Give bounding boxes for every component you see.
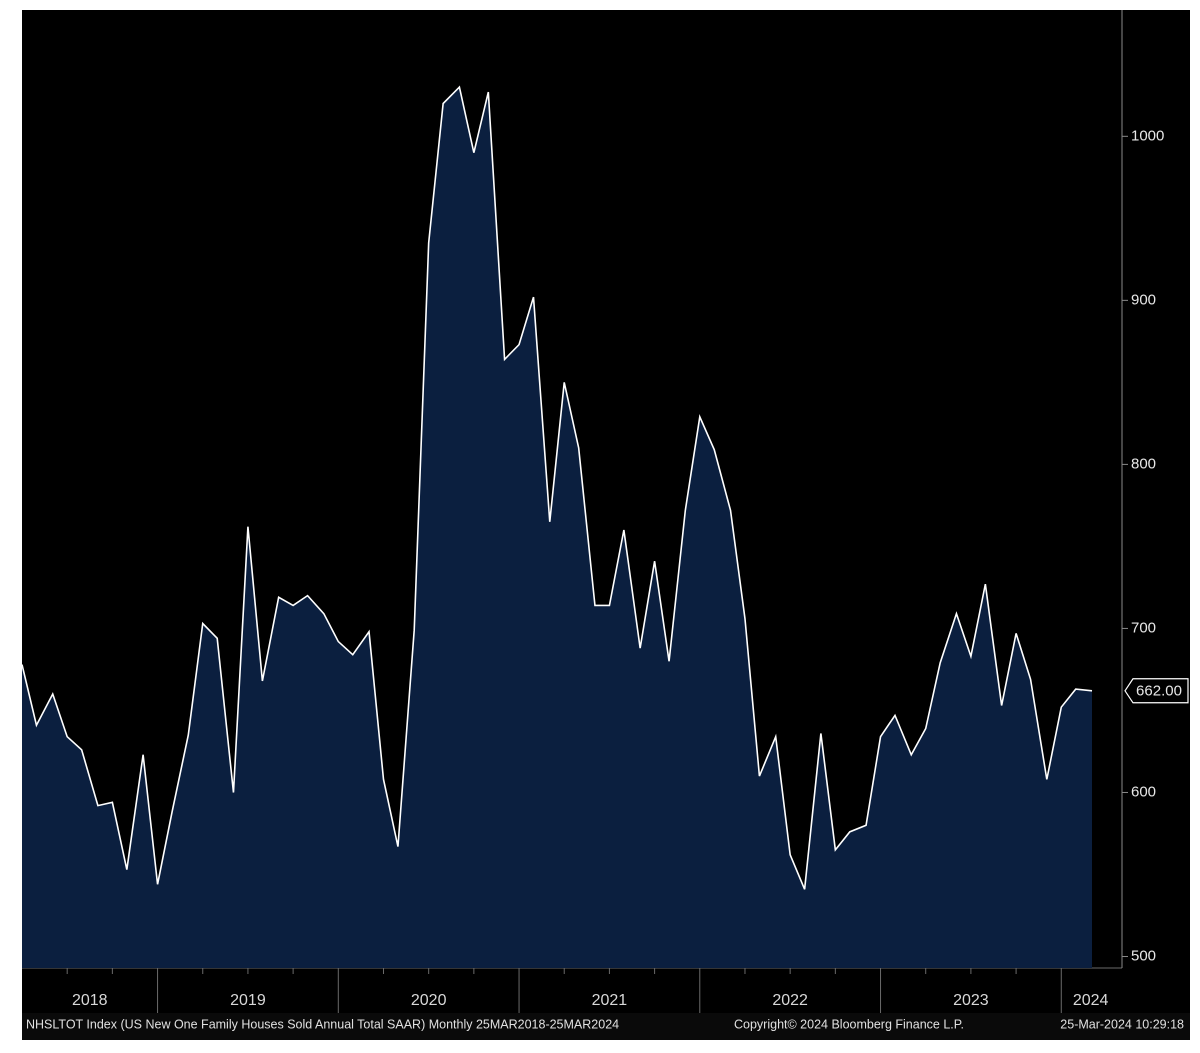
footer-source: NHSLTOT Index (US New One Family Houses … [26, 1017, 619, 1031]
footer-timestamp: 25-Mar-2024 10:29:18 [1060, 1017, 1184, 1031]
series-line [21, 85, 1093, 890]
footer-band [22, 1013, 1190, 1040]
y-tick-label: 800 [1131, 455, 1156, 472]
last-value-box [1124, 678, 1189, 704]
x-tick-label: 2020 [411, 992, 447, 1009]
y-tick-label: 1000 [1131, 127, 1164, 144]
y-tick-label: 600 [1131, 783, 1156, 800]
x-tick-label: 2023 [953, 992, 989, 1009]
x-tick-label: 2021 [592, 992, 628, 1009]
y-tick-label: 900 [1131, 291, 1156, 308]
x-tick-label: 2022 [772, 992, 808, 1009]
footer-copyright: Copyright© 2024 Bloomberg Finance L.P. [734, 1017, 964, 1031]
y-tick-label: 700 [1131, 619, 1156, 636]
last-value-label: 662.00 [1136, 683, 1182, 700]
area-fill [22, 87, 1092, 969]
x-tick-label: 2024 [1073, 992, 1109, 1009]
y-tick-label: 500 [1131, 947, 1156, 964]
x-tick-label: 2018 [72, 992, 108, 1009]
x-tick-label: 2019 [230, 992, 266, 1009]
